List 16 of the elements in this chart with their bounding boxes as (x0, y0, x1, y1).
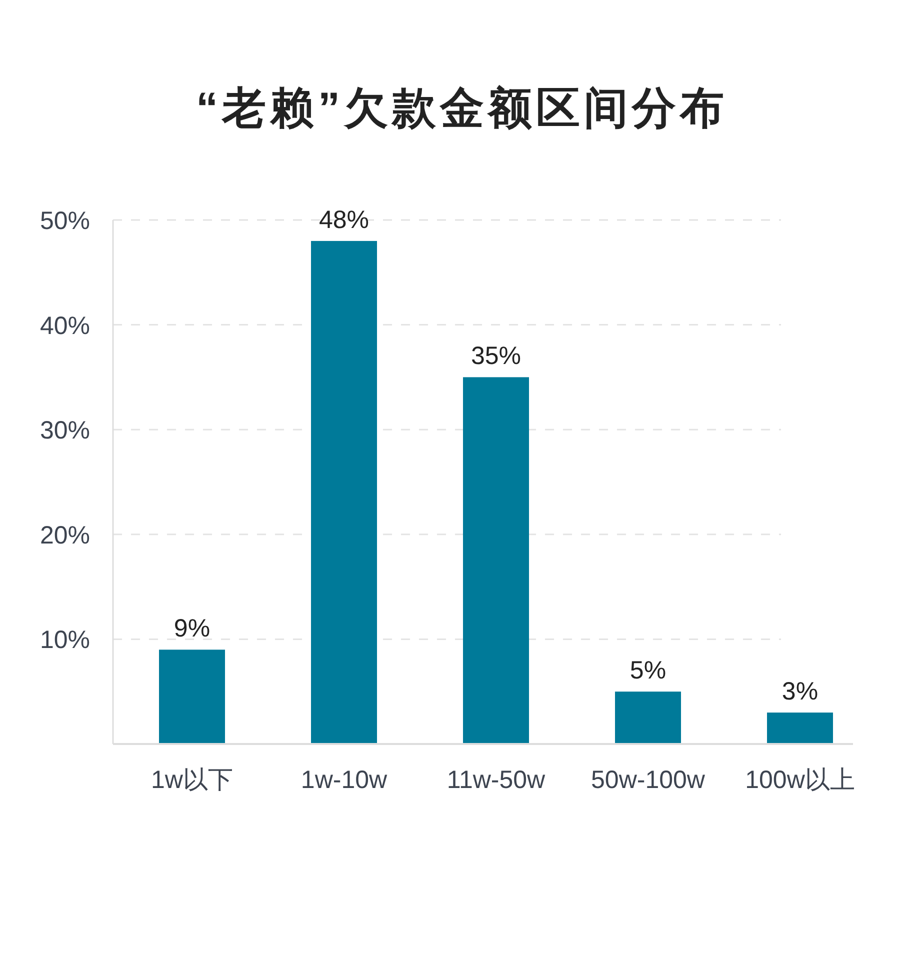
data-label: 48% (318, 206, 370, 234)
y-tick-label: 50% (40, 207, 90, 235)
data-label: 9% (174, 614, 210, 643)
title: “老赖”欠款金额区间分布 (196, 84, 728, 133)
data-label: 5% (630, 656, 666, 685)
x-tick-label: 50w-100w (591, 766, 705, 794)
data-label: 35% (470, 342, 522, 370)
y-tick-label: 40% (40, 312, 90, 340)
x-tick-label: 100w以上 (745, 766, 855, 794)
x-tick-label: 11w-50w (446, 766, 546, 794)
data-label: 3% (782, 678, 818, 706)
y-tick-label: 10% (40, 626, 90, 654)
x-tick-label: 1w-10w (300, 766, 388, 794)
x-tick-label: 1w以下 (151, 766, 233, 794)
y-tick-label: 30% (40, 416, 90, 445)
y-tick-label: 20% (40, 521, 90, 550)
